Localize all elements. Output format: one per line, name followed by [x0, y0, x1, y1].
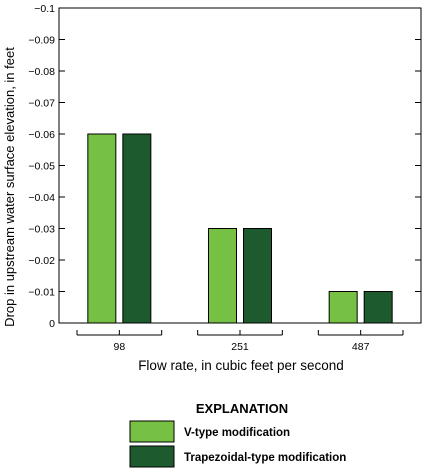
- bar: [87, 133, 117, 324]
- bar: [363, 291, 393, 324]
- y-tick-label: −0.02: [28, 255, 55, 267]
- x-tick-label: 98: [113, 341, 125, 353]
- plot-area: [58, 7, 422, 324]
- y-tick-label: −0.09: [28, 35, 55, 47]
- y-tick-label: −0.08: [28, 66, 55, 78]
- legend-swatch: [129, 420, 175, 443]
- bar: [328, 291, 358, 324]
- y-axis-label: Drop in upstream water surface elevation…: [2, 47, 17, 327]
- bar: [122, 133, 152, 324]
- y-axis: 0 −0.01 −0.02 −0.03 −0.04 −0.05 −0.06 −0.07 −0.0…: [28, 3, 421, 330]
- x-axis-label: Flow rate, in cubic feet per second: [138, 358, 344, 373]
- legend: V-type modification Trapezoidal-type modi…: [129, 420, 346, 468]
- y-tick-label: −0.04: [28, 192, 55, 204]
- y-tick-label: 0: [49, 318, 55, 330]
- y-tick-label: −0.05: [28, 161, 55, 173]
- legend-label: Trapezoidal-type modification: [184, 452, 346, 464]
- bar: [208, 228, 237, 324]
- legend-title: EXPLANATION: [196, 401, 288, 416]
- y-tick-label: −0.07: [28, 98, 55, 110]
- y-tick-label: −0.1: [34, 3, 55, 15]
- x-tick-label: 487: [352, 341, 370, 353]
- bar: [243, 228, 272, 324]
- y-tick-label: −0.01: [28, 287, 55, 299]
- legend-label: V-type modification: [184, 427, 290, 439]
- x-tick-label: 251: [231, 341, 249, 353]
- legend-swatch: [129, 445, 175, 468]
- y-tick-label: −0.06: [28, 129, 55, 141]
- x-axis: 98 251 487: [76, 330, 404, 353]
- y-tick-label: −0.03: [28, 224, 55, 236]
